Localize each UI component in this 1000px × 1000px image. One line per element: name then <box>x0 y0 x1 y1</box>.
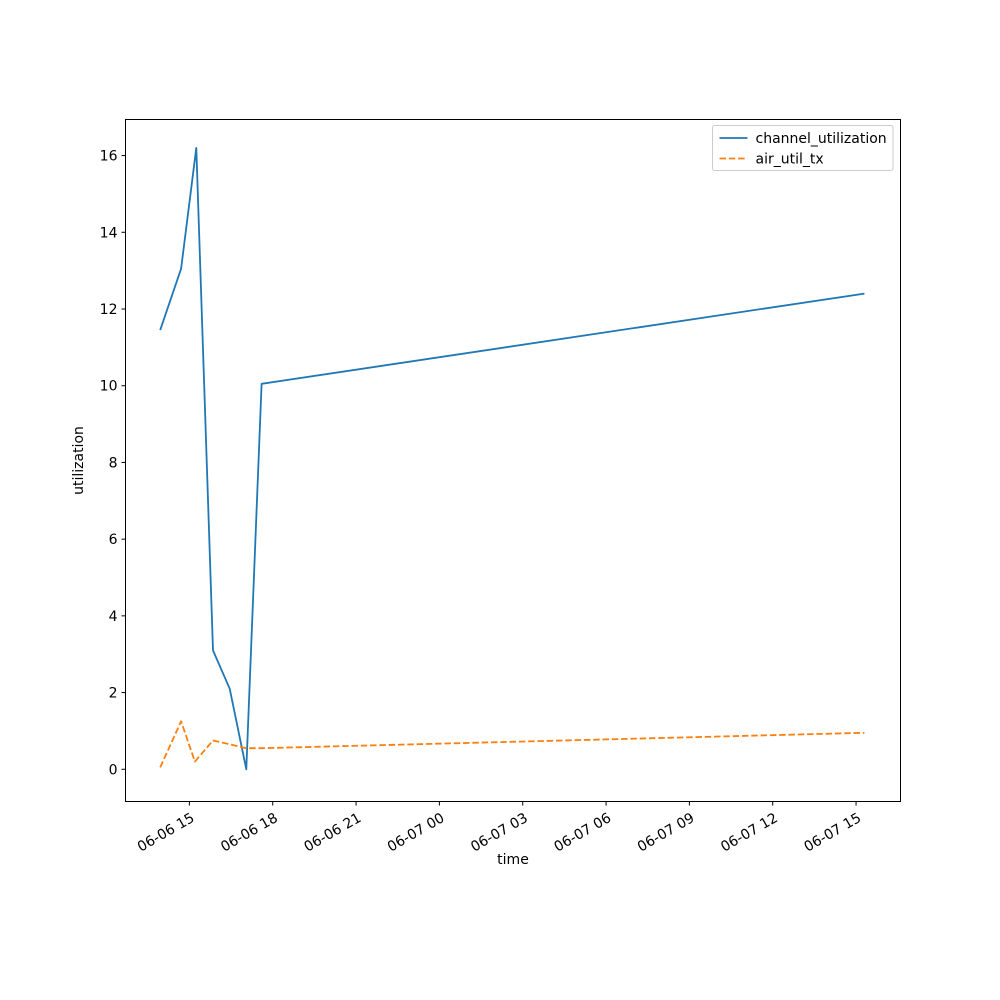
x-axis-label: time <box>497 852 529 868</box>
y-axis-label: utilization <box>71 426 87 495</box>
y-tick-label: 6 <box>109 532 118 548</box>
y-tick-label: 14 <box>100 225 118 241</box>
x-tick-label: 06-07 03 <box>468 810 531 855</box>
y-tick-label: 2 <box>109 686 118 702</box>
x-tick-label: 06-06 21 <box>302 810 365 855</box>
y-tick-label: 16 <box>100 149 118 165</box>
series-channel_utilization-line <box>159 146 865 771</box>
y-tick-label: 10 <box>100 379 118 395</box>
legend-label-air_util_tx: air_util_tx <box>756 152 824 168</box>
x-tick-label: 06-06 18 <box>218 810 281 855</box>
y-tick-label: 0 <box>109 762 118 778</box>
x-tick-label: 06-07 00 <box>385 810 448 855</box>
y-tick-label: 12 <box>100 302 118 318</box>
y-tick-label: 4 <box>109 609 118 625</box>
series-air_util_tx-line <box>159 720 865 768</box>
x-tick-label: 06-06 15 <box>135 810 198 855</box>
x-tick-label: 06-07 09 <box>635 810 698 855</box>
plot-border <box>125 119 901 802</box>
x-tick-label: 06-07 12 <box>718 810 781 855</box>
y-tick-label: 8 <box>109 455 118 471</box>
legend-box <box>712 125 894 171</box>
legend-label-channel_utilization: channel_utilization <box>756 131 887 147</box>
x-tick-label: 06-07 15 <box>802 810 865 855</box>
x-tick-label: 06-07 06 <box>552 810 615 855</box>
